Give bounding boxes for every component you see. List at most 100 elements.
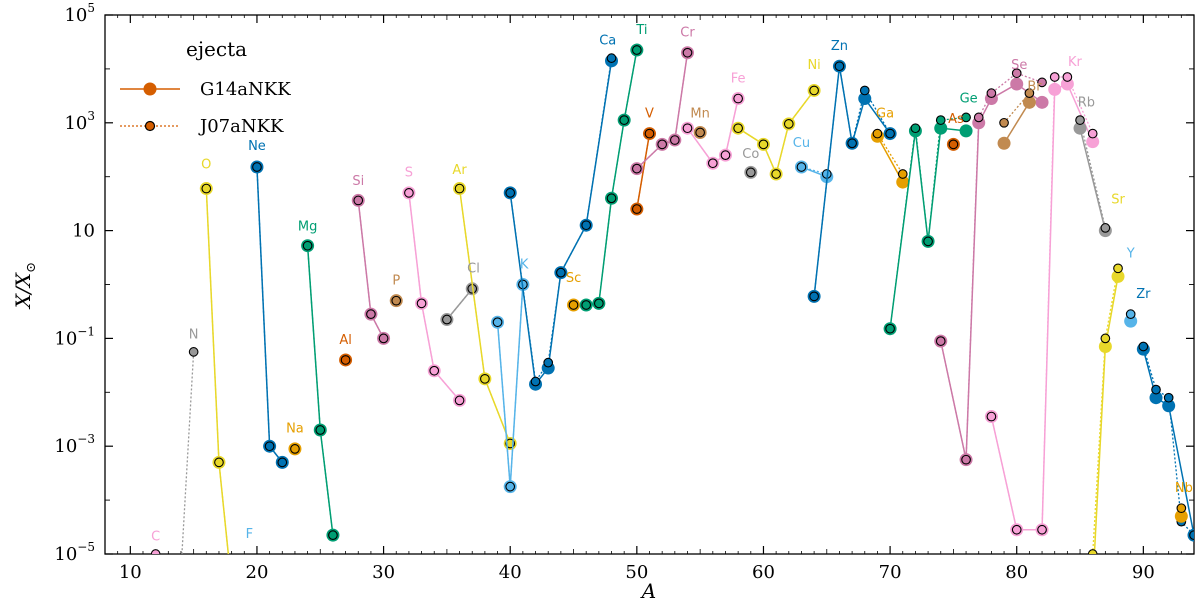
line-j07-Mg xyxy=(308,246,333,535)
point-j07-O xyxy=(215,458,224,467)
element-label-F: F xyxy=(246,527,253,542)
point-j07-Si xyxy=(379,334,388,343)
point-j07-Ca xyxy=(607,54,616,63)
point-j07-Ti xyxy=(607,194,616,203)
y-tick-exponent: −3 xyxy=(77,432,95,446)
element-label-Ne: Ne xyxy=(248,139,266,154)
series-Br xyxy=(998,89,1036,150)
point-j07-Mn xyxy=(696,128,705,137)
point-j07-Ti xyxy=(595,299,604,308)
point-j07-S xyxy=(430,366,439,375)
element-label-Ti: Ti xyxy=(635,23,647,38)
element-label-K: K xyxy=(520,257,529,272)
point-g14-N xyxy=(174,580,187,593)
point-j07-Ti xyxy=(620,116,629,125)
y-tick-exponent: −5 xyxy=(77,540,95,554)
line-g14-Sr xyxy=(1093,276,1118,586)
point-j07-K xyxy=(493,318,502,327)
series-Cr xyxy=(630,46,694,175)
point-j07-Zn xyxy=(835,62,844,71)
legend-marker-j07 xyxy=(146,122,155,131)
series-S xyxy=(402,186,466,407)
line-j07-K xyxy=(498,285,523,487)
series-K xyxy=(491,278,529,493)
point-j07-Na xyxy=(291,445,300,454)
point-j07-Cr xyxy=(658,140,667,149)
element-label-Mn: Mn xyxy=(690,106,709,121)
line-g14-Ar xyxy=(460,189,511,444)
y-tick-label: 103 xyxy=(64,109,95,134)
element-label-Mg: Mg xyxy=(298,220,317,235)
point-j07-Co xyxy=(747,168,756,177)
y-tick-base: 10 xyxy=(64,113,87,134)
point-j07-Si xyxy=(367,310,376,319)
element-label-Ar: Ar xyxy=(452,163,467,178)
point-j07-Mg xyxy=(329,531,338,540)
series-P xyxy=(390,294,403,307)
element-label-Br: Br xyxy=(1027,79,1042,94)
y-tick-base: 10 xyxy=(54,544,77,565)
point-j07-Ge xyxy=(911,124,920,133)
point-j07-Sr xyxy=(1114,264,1123,273)
line-g14-Ca xyxy=(510,61,611,384)
point-j07-Zr xyxy=(1190,531,1199,540)
point-j07-Ca xyxy=(544,358,553,367)
point-j07-Zr xyxy=(1139,342,1148,351)
series-Al xyxy=(339,353,352,366)
point-g14-Sr xyxy=(1086,580,1099,593)
point-j07-Ni xyxy=(784,120,793,129)
element-label-Cl: Cl xyxy=(467,262,480,277)
series-Si xyxy=(352,194,390,345)
point-j07-S xyxy=(405,189,414,198)
series-Ar xyxy=(453,182,517,450)
element-label-Al: Al xyxy=(339,333,352,348)
point-g14-Br xyxy=(998,137,1011,150)
y-tick-label: 10−3 xyxy=(54,432,95,457)
line-j07-Se xyxy=(941,73,1042,459)
point-j07-Rb xyxy=(1101,224,1110,233)
y-tick-exponent: 3 xyxy=(87,109,95,123)
element-label-Fe: Fe xyxy=(731,71,746,86)
point-j07-Ni xyxy=(772,170,781,179)
point-j07-Sc xyxy=(569,301,578,310)
point-j07-Ni xyxy=(759,140,768,149)
line-g14-Kr xyxy=(991,84,1092,530)
point-j07-Zn xyxy=(860,86,869,95)
element-label-P: P xyxy=(392,274,400,289)
element-label-Rb: Rb xyxy=(1078,96,1095,111)
series-Se xyxy=(934,69,1048,466)
point-j07-Cr xyxy=(683,48,692,57)
line-j07-O xyxy=(206,189,231,587)
y-axis-title: X/X⊙ xyxy=(11,262,39,310)
point-j07-O xyxy=(227,582,236,591)
element-label-As: As xyxy=(948,112,964,127)
line-g14-O xyxy=(206,189,231,587)
point-j07-Ca xyxy=(506,189,515,198)
element-label-Co: Co xyxy=(742,147,759,162)
point-j07-Kr xyxy=(987,412,996,421)
y-tick-exponent: −1 xyxy=(77,324,95,338)
series-C xyxy=(149,550,172,593)
line-j07-Ca xyxy=(510,58,611,381)
y-tick-base: 10 xyxy=(64,5,87,26)
series-Ti xyxy=(580,44,644,312)
point-j07-Zn xyxy=(886,129,895,138)
series-As xyxy=(947,138,960,151)
point-j07-K xyxy=(506,482,515,491)
element-label-C: C xyxy=(151,530,160,545)
point-j07-Kr xyxy=(1063,73,1072,82)
point-j07-Ne xyxy=(265,442,274,451)
legend-label-g14: G14aNKK xyxy=(200,79,291,100)
line-g14-Ne xyxy=(257,167,282,462)
line-j07-Ne xyxy=(257,167,282,462)
element-label-Ni: Ni xyxy=(807,58,820,73)
line-g14-K xyxy=(498,285,523,487)
x-tick-label: 20 xyxy=(246,562,269,583)
point-j07-Ge xyxy=(886,324,895,333)
point-j07-Mg xyxy=(316,426,325,435)
line-g14-Zr xyxy=(1143,349,1194,535)
point-j07-Rb xyxy=(1076,116,1085,125)
series-Sr xyxy=(1086,264,1124,593)
x-axis-title: A xyxy=(640,579,656,603)
svg-text:X/X⊙: X/X⊙ xyxy=(11,262,39,310)
